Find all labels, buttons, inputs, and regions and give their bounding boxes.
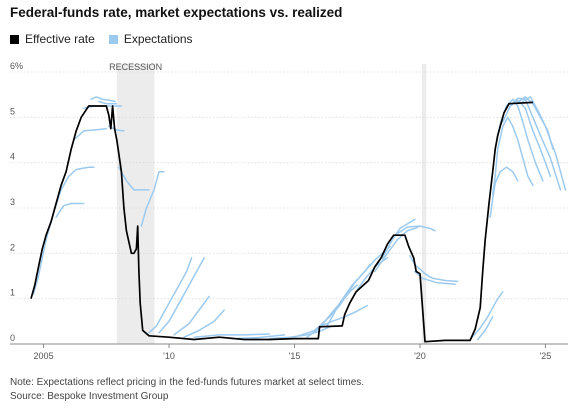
expectations-line <box>173 295 210 336</box>
expectations-line <box>98 100 118 105</box>
expectations-line <box>409 254 459 283</box>
expectations-line <box>140 170 165 227</box>
y-tick-label: 3 <box>10 197 15 207</box>
expectations-line <box>306 284 358 338</box>
expectations-line <box>469 291 504 341</box>
x-tick-label: '10 <box>163 351 175 361</box>
expectations-line <box>522 96 567 191</box>
effective-rate-layer <box>30 101 533 343</box>
expectations-line <box>476 316 494 341</box>
x-tick-label: '20 <box>414 351 426 361</box>
y-tick-label: 4 <box>10 152 15 162</box>
expectations-line <box>268 325 333 340</box>
legend-label-effective-rate: Effective rate <box>25 32 95 46</box>
expectations-line <box>32 166 95 295</box>
expectations-line <box>414 270 456 285</box>
expectations-line <box>494 98 544 182</box>
y-tick-label: 2 <box>10 242 15 252</box>
expectations-line <box>183 309 225 338</box>
chart-legend: Effective rate Expectations <box>10 32 193 46</box>
y-tick-label: 0 <box>10 333 15 343</box>
effective-rate-line <box>30 101 533 343</box>
x-tick-label: '25 <box>540 351 552 361</box>
expectations-line <box>394 225 436 236</box>
recession-shade-1 <box>421 64 427 344</box>
expectations-line <box>381 218 416 259</box>
footer-source: Source: Bespoke Investment Group <box>10 391 169 402</box>
expectations-line <box>90 96 116 103</box>
legend-swatch-effective-rate <box>10 34 19 44</box>
legend-item-expectations: Expectations <box>108 32 193 46</box>
expectations-line <box>193 333 271 338</box>
legend-swatch-expectations <box>108 34 118 44</box>
expectations-line <box>55 202 85 218</box>
y-tick-label: 5 <box>10 106 15 116</box>
legend-label-expectations: Expectations <box>123 32 193 46</box>
footer-note: Note: Expectations reflect pricing in th… <box>10 377 365 388</box>
expectations-line <box>72 127 108 141</box>
expectations-line <box>502 99 552 178</box>
expectations-line <box>148 257 193 334</box>
chart-title: Federal-funds rate, market expectations … <box>10 5 343 20</box>
expectations-layer <box>32 96 567 341</box>
legend-item-effective-rate: Effective rate <box>10 32 95 46</box>
expectations-line <box>158 257 205 334</box>
x-tick-label: '15 <box>289 351 301 361</box>
x-tick-label: 2005 <box>34 351 54 361</box>
y-tick-label: 1 <box>10 288 15 298</box>
expectations-line <box>509 97 562 191</box>
shade-layer: RECESSION <box>109 62 427 344</box>
axis-layer: 0 1 2 3 4 5 6% 2005 '10 '15 '20 '25 <box>10 61 568 361</box>
expectations-line <box>489 166 519 218</box>
chart-footer: Note: Expectations reflect pricing in th… <box>10 376 364 404</box>
recession-label: RECESSION <box>109 62 162 72</box>
expectations-line <box>491 116 534 196</box>
expectations-line <box>118 166 150 191</box>
y-tick-label: 6% <box>10 61 23 71</box>
